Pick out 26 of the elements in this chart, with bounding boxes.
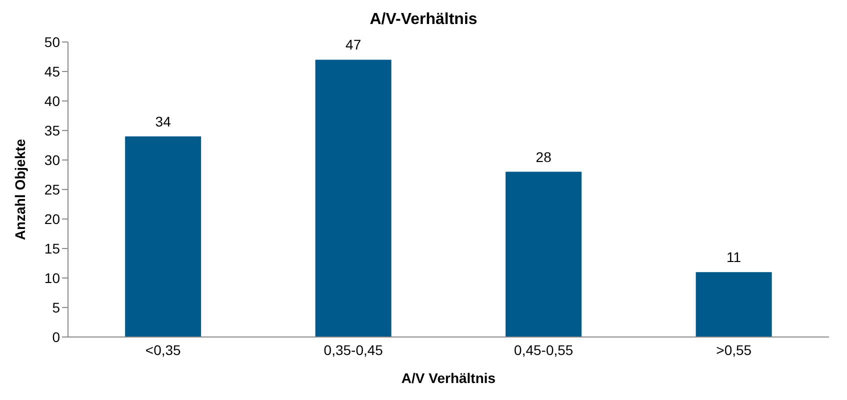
y-tick-label: 45 [44, 63, 60, 80]
y-tick-label: 50 [44, 34, 60, 50]
y-tick-label: 35 [44, 122, 60, 138]
y-tick-label: 20 [44, 210, 60, 227]
y-tick-label: 10 [44, 270, 60, 286]
y-tick-label: 30 [44, 152, 60, 168]
x-tick-label: 0,45-0,55 [514, 342, 574, 358]
bar [696, 272, 772, 337]
y-axis-title: Anzahl Objekte [12, 138, 28, 240]
data-label: 34 [155, 113, 172, 130]
y-tick-label: 0 [52, 328, 60, 345]
data-label: 11 [726, 249, 742, 266]
data-label: 28 [536, 148, 552, 165]
x-tick-label: <0,35 [145, 342, 182, 358]
data-label: 47 [346, 36, 362, 53]
x-tick-label: 0,35-0,45 [324, 342, 384, 358]
bar [315, 60, 392, 337]
x-tick-label: >0,55 [716, 342, 752, 358]
chart-title: A/V-Verhältnis [368, 10, 478, 30]
y-tick-label: 25 [44, 181, 60, 198]
bar [125, 136, 202, 337]
y-tick-label: 5 [52, 299, 60, 316]
y-tick-label: 40 [44, 92, 60, 109]
y-tick-label: 15 [44, 240, 60, 256]
x-axis-title: A/V Verhältnis [401, 370, 496, 386]
bar [506, 172, 582, 337]
